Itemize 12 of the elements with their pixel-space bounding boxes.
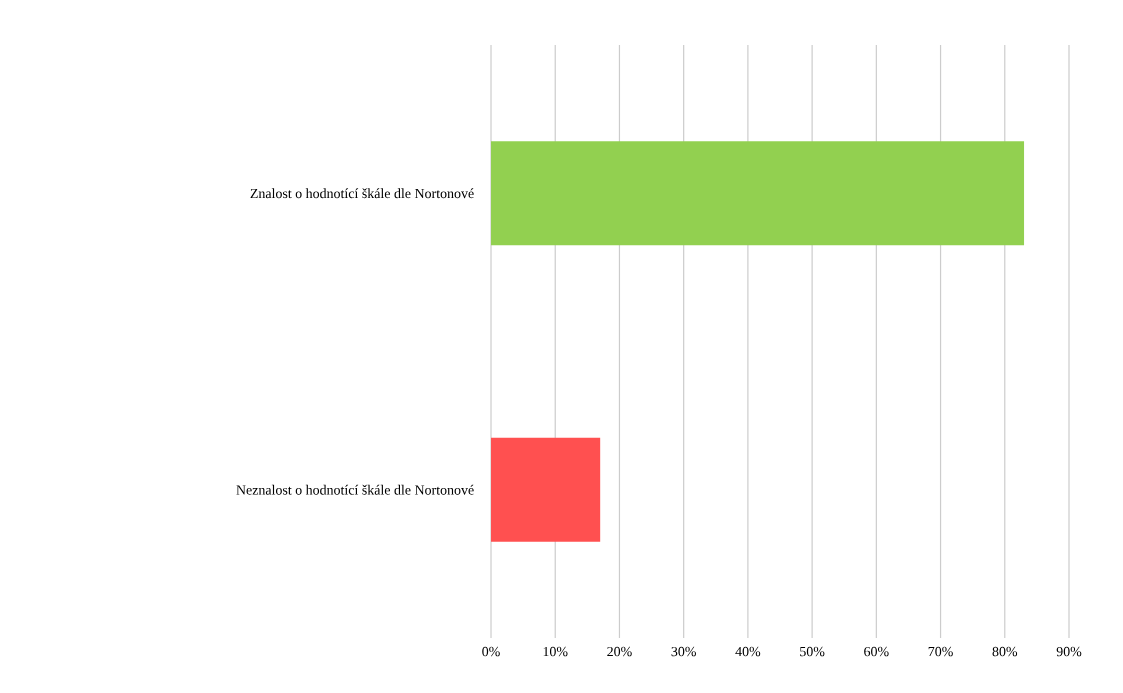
x-tick-label: 90% [1056,646,1082,657]
x-tick-label: 10% [543,646,568,657]
y-tick-label: Neznalost o hodnotící škále dle Nortonové [236,484,474,495]
x-tick-label: 40% [735,646,761,657]
x-tick-label: 30% [671,646,696,657]
x-tick-label: 70% [928,646,953,657]
y-tick-label: Znalost o hodnotící škále dle Nortonové [250,188,474,199]
x-tick-label: 20% [607,646,632,657]
x-tick-label: 0% [482,646,500,657]
x-tick-label: 80% [992,646,1018,657]
x-tick-label: 60% [864,646,889,657]
x-tick-label: 50% [800,646,825,657]
